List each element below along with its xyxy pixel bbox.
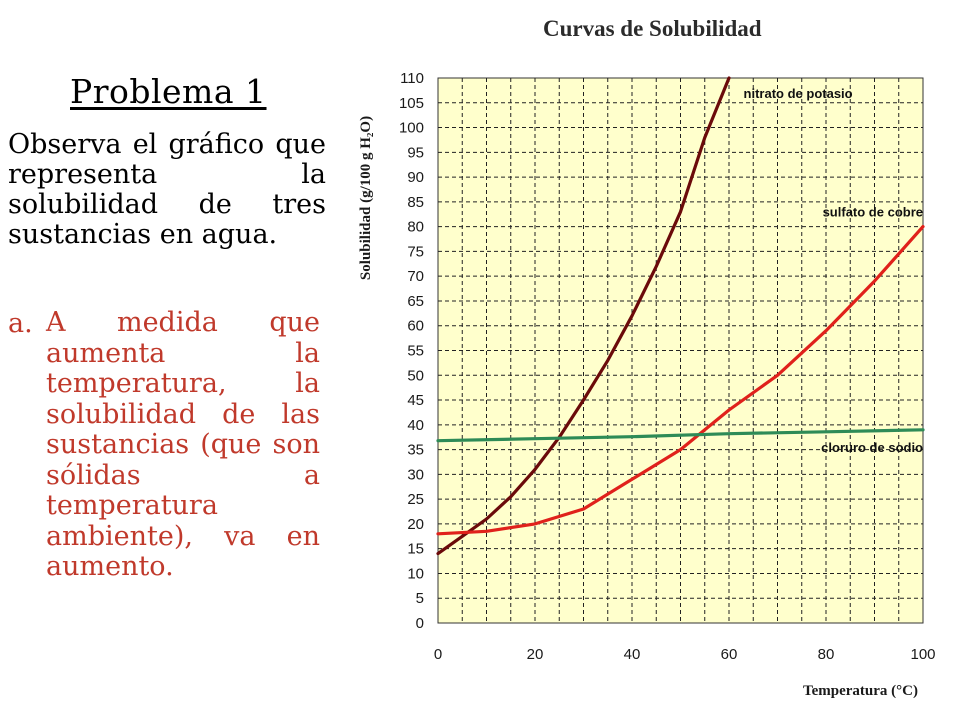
y-tick-label: 25 [407,491,424,508]
item-text: A medida que aumenta la temperatura, la … [46,307,320,582]
y-tick-label: 45 [407,392,424,409]
chart-grid [438,78,923,623]
y-axis-ticks: 0 5 10 15 20 25 30 35 40 45 50 55 60 65 70 75 80 85 90 95 10… [399,70,424,632]
x-tick-label: 40 [624,646,641,663]
y-tick-label: 40 [407,417,424,434]
solubility-chart: 0 5 10 15 20 25 30 35 40 45 50 55 60 65 70 75 80 85 90 95 10… [358,70,936,699]
series-label-cloruro-de-sodio: cloruro de sodio [821,440,923,455]
y-tick-label: 30 [407,466,424,483]
y-tick-label: 65 [407,293,424,310]
series-label-nitrato-de-potasio: nitrato de potasio [744,86,853,101]
y-tick-label: 110 [400,70,424,87]
y-tick-label: 55 [407,343,424,360]
y-tick-label: 5 [416,590,424,607]
problem-panel: Problema 1 Observa el gráfico que repres… [0,0,335,720]
y-tick-label: 60 [407,318,424,335]
x-axis-ticks: 0 20 40 60 80 100 [434,646,936,663]
x-tick-label: 0 [434,646,442,663]
series-label-sulfato-de-cobre: sulfato de cobre [823,205,923,220]
y-axis-label: Solubilidad (g/100 g H₂O) [358,116,374,280]
series-labels: nitrato de potasio sulfato de cobre clorur… [744,86,924,455]
chart-title: Curvas de Solubilidad [543,16,762,41]
x-tick-label: 60 [721,646,738,663]
series-line-cloruro-de-sodio [436,428,925,443]
item-marker: a. [8,308,33,339]
problem-title: Problema 1 [70,72,267,111]
y-tick-label: 10 [407,565,424,582]
x-tick-label: 20 [527,646,544,663]
x-tick-label: 80 [818,646,835,663]
y-tick-label: 35 [407,442,424,459]
y-tick-label: 20 [407,516,424,533]
y-tick-label: 90 [407,169,424,186]
y-tick-label: 100 [399,120,424,137]
y-tick-label: 105 [399,95,424,112]
y-tick-label: 50 [407,367,424,384]
y-tick-label: 70 [407,268,424,285]
y-tick-label: 95 [407,144,424,161]
chart-series [436,76,925,556]
x-axis-label: Temperatura (°C) [803,683,918,699]
y-tick-label: 75 [407,243,424,260]
series-line-nitrato-de-potasio [436,76,731,556]
problem-intro: Observa el gráfico que representa la sol… [8,129,326,250]
x-tick-label: 100 [910,646,935,663]
y-tick-label: 0 [416,615,424,632]
y-tick-label: 85 [407,194,424,211]
y-tick-label: 15 [407,541,424,558]
series-line-sulfato-de-cobre [436,225,925,536]
y-tick-label: 80 [407,219,424,236]
